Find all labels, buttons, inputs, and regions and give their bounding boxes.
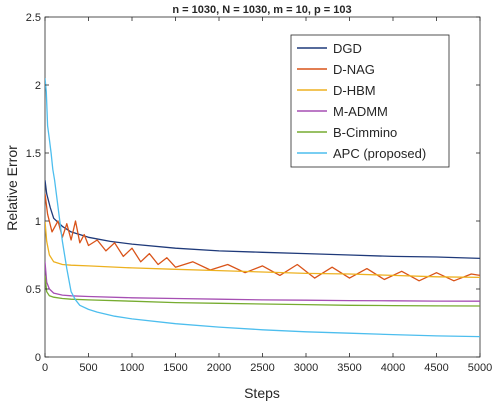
x-tick-label: 2500 <box>250 362 274 374</box>
series-line-4 <box>45 275 480 307</box>
x-tick-label: 3000 <box>294 362 318 374</box>
y-tick-label: 2 <box>35 80 41 92</box>
legend: DGD D-NAG D-HBM M-ADMM B-Cimmino APC (propose… <box>290 34 450 168</box>
legend-label-2: D-HBM <box>333 83 376 98</box>
x-tick-label: 0 <box>42 362 48 374</box>
x-tick-label: 1500 <box>163 362 187 374</box>
y-tick-label: 0 <box>35 352 41 364</box>
legend-label-3: M-ADMM <box>333 104 388 119</box>
legend-box <box>290 34 450 168</box>
legend-label-4: B-Cimmino <box>333 125 397 140</box>
y-tick-label: 1 <box>35 216 41 228</box>
series-layer <box>45 78 480 338</box>
y-tick-label: 1.5 <box>26 148 41 160</box>
x-tick-label: 4500 <box>424 362 448 374</box>
x-tick-label: 1000 <box>120 362 144 374</box>
chart-title: n = 1030, N = 1030, m = 10, p = 103 <box>172 4 351 16</box>
y-tick-label: 2.5 <box>26 12 41 24</box>
x-tick-label: 3500 <box>337 362 361 374</box>
x-axis-label: Steps <box>244 385 280 401</box>
x-tick-label: 500 <box>79 362 97 374</box>
legend-label-1: D-NAG <box>333 62 375 77</box>
legend-label-0: DGD <box>333 41 362 56</box>
series-line-2 <box>45 220 480 279</box>
x-tick-label: 2000 <box>207 362 231 374</box>
x-tick-label: 4000 <box>381 362 405 374</box>
axis-ticks: 0 500 1000 1500 2000 2500 3000 3500 4000 4500 5000… <box>26 12 493 374</box>
x-tick-label: 5000 <box>468 362 492 374</box>
series-line-1 <box>45 193 480 282</box>
y-axis-label: Relative Error <box>4 145 20 231</box>
series-line-0 <box>45 180 480 260</box>
series-line-3 <box>45 261 480 302</box>
legend-label-5: APC (proposed) <box>333 146 426 161</box>
series-line-5 <box>45 78 480 338</box>
y-tick-label: 0.5 <box>26 284 41 296</box>
